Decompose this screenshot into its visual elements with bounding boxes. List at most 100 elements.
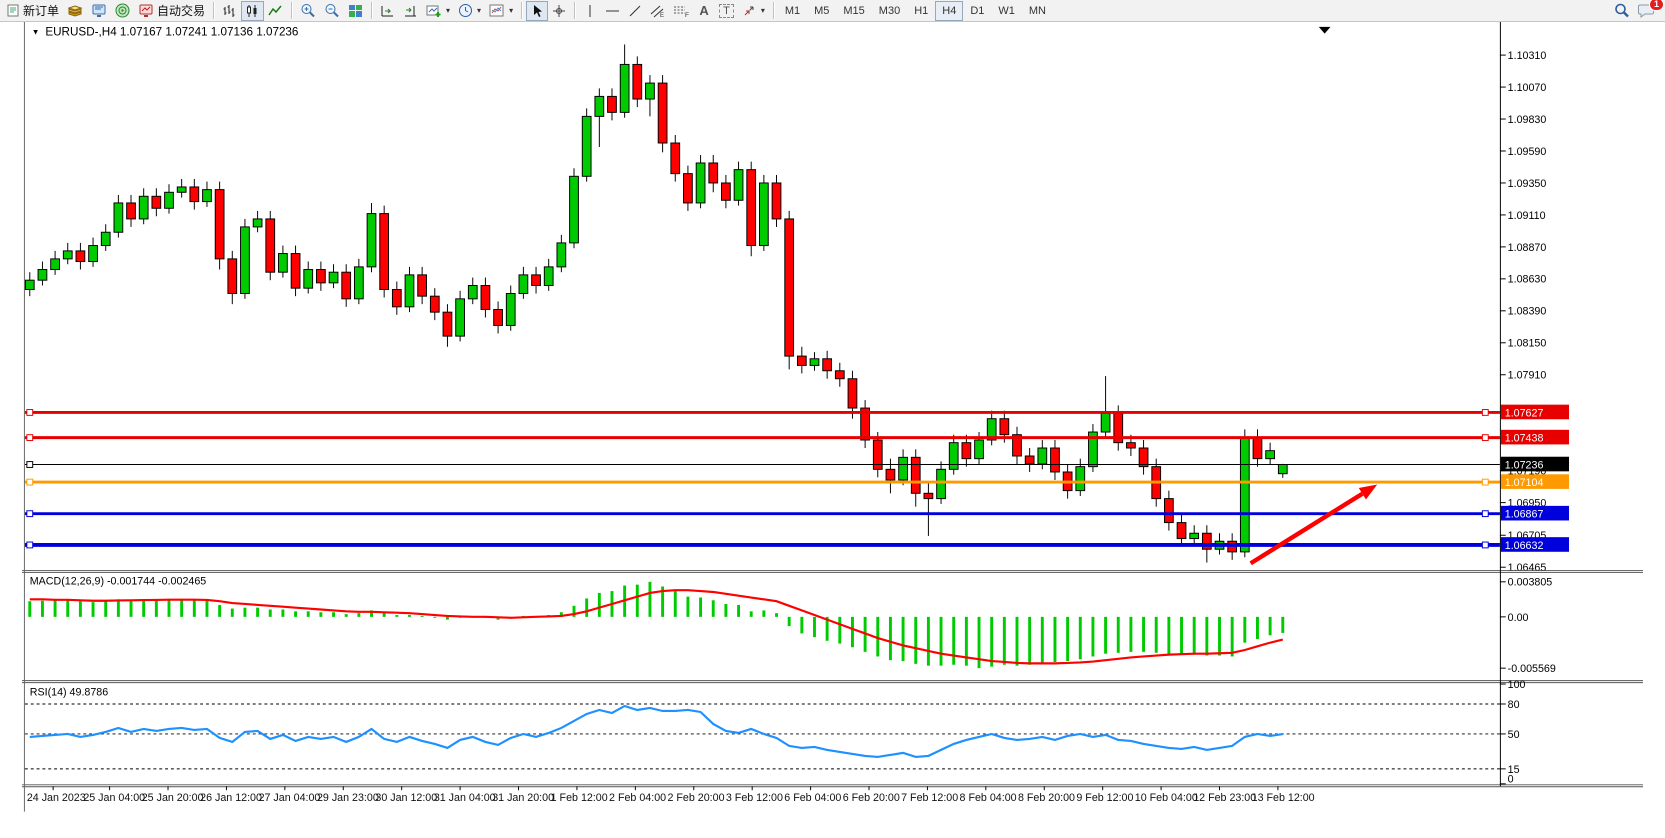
timeframe-MN[interactable]: MN bbox=[1022, 1, 1053, 21]
new-order-button[interactable]: 新订单 bbox=[3, 1, 63, 21]
timeframe-M15[interactable]: M15 bbox=[836, 1, 871, 21]
svg-text:6 Feb 20:00: 6 Feb 20:00 bbox=[843, 792, 900, 804]
equidistant-channel-icon: E bbox=[650, 5, 664, 18]
new-order-label: 新订单 bbox=[23, 4, 60, 18]
timeframe-D1[interactable]: D1 bbox=[963, 1, 991, 21]
timeframe-H4[interactable]: H4 bbox=[935, 0, 964, 21]
svg-text:1.07627: 1.07627 bbox=[1505, 407, 1544, 419]
svg-text:15: 15 bbox=[1508, 764, 1520, 776]
svg-text:1.07236: 1.07236 bbox=[1505, 459, 1544, 471]
crosshair-icon bbox=[553, 4, 566, 17]
svg-text:24 Jan 2023: 24 Jan 2023 bbox=[27, 792, 86, 804]
auto-scroll-button[interactable] bbox=[376, 1, 399, 21]
svg-text:26 Jan 12:00: 26 Jan 12:00 bbox=[200, 792, 262, 804]
auto-trading-label: 自动交易 bbox=[157, 4, 206, 18]
bar-chart-button[interactable] bbox=[218, 1, 241, 21]
toolbar-separator bbox=[772, 2, 774, 19]
svg-text:1.08870: 1.08870 bbox=[1508, 242, 1547, 254]
svg-text:1.09830: 1.09830 bbox=[1508, 114, 1547, 126]
toolbar-separator bbox=[521, 2, 523, 19]
period-button[interactable]: ▾ bbox=[454, 1, 485, 21]
chat-button[interactable]: 1 bbox=[1634, 0, 1664, 21]
toolbar-separator bbox=[291, 2, 293, 19]
svg-text:25 Jan 20:00: 25 Jan 20:00 bbox=[142, 792, 204, 804]
candlestick-chart-icon bbox=[247, 4, 257, 17]
svg-text:2 Feb 20:00: 2 Feb 20:00 bbox=[667, 792, 724, 804]
svg-text:1.07438: 1.07438 bbox=[1505, 433, 1544, 445]
svg-text:F: F bbox=[685, 12, 689, 18]
timeframe-M5[interactable]: M5 bbox=[807, 1, 836, 21]
svg-text:7 Feb 12:00: 7 Feb 12:00 bbox=[901, 792, 958, 804]
bar-chart-icon bbox=[223, 4, 235, 17]
strategy-tester-button[interactable] bbox=[111, 1, 134, 21]
svg-text:1.09110: 1.09110 bbox=[1508, 210, 1546, 222]
svg-text:1.06950: 1.06950 bbox=[1508, 498, 1547, 510]
timeframe-M1[interactable]: M1 bbox=[778, 1, 807, 21]
vertical-line-tool-button[interactable] bbox=[579, 1, 601, 21]
zoom-in-button[interactable] bbox=[296, 1, 320, 21]
tile-windows-button[interactable] bbox=[344, 1, 367, 21]
chat-badge: 1 bbox=[1648, 0, 1664, 11]
zoom-out-icon bbox=[325, 4, 339, 18]
auto-trading-button[interactable]: 自动交易 bbox=[134, 1, 209, 21]
terminal-button[interactable] bbox=[87, 1, 111, 21]
fibonacci-icon: F bbox=[674, 6, 689, 18]
timeframe-W1[interactable]: W1 bbox=[991, 1, 1022, 21]
horizontal-line-icon bbox=[606, 10, 620, 11]
fibonacci-tool-button[interactable]: F bbox=[669, 1, 693, 21]
auto-trading-icon bbox=[139, 4, 153, 17]
chart-shift-button[interactable] bbox=[399, 1, 422, 21]
label-tool-button[interactable]: T bbox=[715, 1, 738, 21]
arrows-icon bbox=[744, 6, 754, 15]
svg-text:RSI(14) 49.8786: RSI(14) 49.8786 bbox=[30, 687, 108, 699]
svg-text:1 Feb 12:00: 1 Feb 12:00 bbox=[551, 792, 608, 804]
svg-text:MACD(12,26,9) -0.001744 -0.002: MACD(12,26,9) -0.001744 -0.002465 bbox=[30, 576, 207, 588]
symbol-search-button[interactable] bbox=[1610, 1, 1634, 21]
zoom-out-button[interactable] bbox=[320, 1, 344, 21]
svg-text:1.10070: 1.10070 bbox=[1508, 82, 1547, 94]
crosshair-tool-button[interactable] bbox=[548, 1, 570, 21]
svg-text:1.09350: 1.09350 bbox=[1508, 178, 1547, 190]
template-icon bbox=[489, 4, 504, 16]
svg-text:1.07104: 1.07104 bbox=[1505, 477, 1544, 489]
dropdown-icon: ▾ bbox=[509, 6, 514, 15]
svg-text:-0.005569: -0.005569 bbox=[1508, 663, 1556, 675]
history-center-button[interactable] bbox=[63, 1, 87, 21]
timeframe-M30[interactable]: M30 bbox=[872, 1, 907, 21]
template-button[interactable]: ▾ bbox=[485, 1, 517, 21]
svg-text:10 Feb 04:00: 10 Feb 04:00 bbox=[1135, 792, 1198, 804]
toolbar-separator bbox=[371, 2, 373, 19]
terminal-icon bbox=[92, 4, 106, 17]
svg-text:6 Feb 04:00: 6 Feb 04:00 bbox=[784, 792, 841, 804]
cursor-tool-button[interactable] bbox=[526, 0, 549, 21]
timeframe-H1[interactable]: H1 bbox=[907, 1, 935, 21]
cursor-icon bbox=[533, 4, 542, 17]
line-chart-button[interactable] bbox=[264, 1, 287, 21]
svg-text:25 Jan 04:00: 25 Jan 04:00 bbox=[83, 792, 145, 804]
chart-canvas[interactable]: 1.10310 1.10070 1.09830 1.09590 1.09350 1.091… bbox=[0, 22, 1665, 833]
svg-text:8 Feb 20:00: 8 Feb 20:00 bbox=[1018, 792, 1075, 804]
arrows-tool-button[interactable]: ▾ bbox=[738, 1, 769, 21]
channel-tool-button[interactable]: E bbox=[646, 1, 669, 21]
clock-icon bbox=[459, 4, 473, 17]
trendline-tool-button[interactable] bbox=[624, 1, 646, 21]
svg-text:1.08630: 1.08630 bbox=[1508, 274, 1547, 286]
label-tool-icon: T bbox=[719, 3, 734, 18]
svg-text:0.00: 0.00 bbox=[1508, 612, 1529, 624]
chart-window[interactable]: 1.10310 1.10070 1.09830 1.09590 1.09350 1.091… bbox=[0, 22, 1665, 833]
candlestick-chart-button[interactable] bbox=[241, 0, 265, 21]
new-chart-button[interactable]: ▾ bbox=[422, 1, 454, 21]
toolbar-separator bbox=[213, 2, 215, 19]
svg-text:▼: ▼ bbox=[32, 28, 40, 37]
dropdown-icon: ▾ bbox=[760, 6, 765, 15]
svg-text:0.003805: 0.003805 bbox=[1508, 577, 1553, 589]
text-tool-button[interactable]: A bbox=[693, 1, 715, 21]
svg-text:27 Jan 04:00: 27 Jan 04:00 bbox=[259, 792, 321, 804]
horizontal-line-tool-button[interactable] bbox=[601, 1, 624, 21]
svg-text:9 Feb 12:00: 9 Feb 12:00 bbox=[1076, 792, 1133, 804]
new-chart-icon bbox=[426, 5, 441, 17]
trendline-icon bbox=[629, 5, 641, 16]
dropdown-icon: ▾ bbox=[477, 6, 482, 15]
svg-text:30 Jan 12:00: 30 Jan 12:00 bbox=[375, 792, 437, 804]
chart-shift-icon bbox=[405, 5, 417, 16]
